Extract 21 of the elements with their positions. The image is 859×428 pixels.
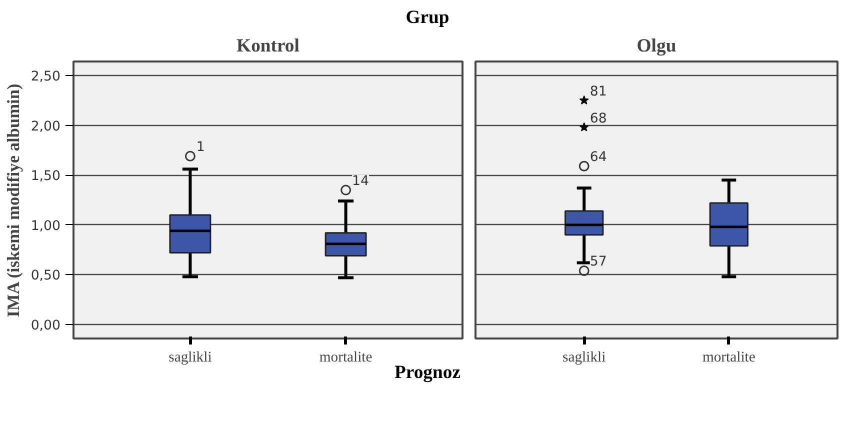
annotation: 81 xyxy=(590,84,607,100)
x-tick-label: saglikli xyxy=(168,350,212,366)
y-tick-label: 1,50 xyxy=(30,169,61,184)
y-tick-label: 0,00 xyxy=(30,318,61,334)
y-tick-label: 0,50 xyxy=(30,268,61,284)
annotation: 14 xyxy=(352,174,369,190)
chart-title: Olgu xyxy=(636,36,676,56)
y-axis-title: IMA (iskemi modifiye albumin) xyxy=(4,84,23,318)
x-tick-label: mortalite xyxy=(702,350,756,366)
annotation: 1 xyxy=(196,140,205,156)
chart-title: Kontrol xyxy=(236,36,300,56)
y-tick-label: 1,00 xyxy=(30,218,61,234)
x-tick-label: mortalite xyxy=(319,350,372,366)
y-tick-label: 2,50 xyxy=(30,69,61,84)
x-axis-title: Prognoz xyxy=(394,361,460,385)
x-tick-label: saglikli xyxy=(562,350,606,366)
y-tick-label: 2,00 xyxy=(30,119,61,134)
annotation: 64 xyxy=(590,150,607,166)
annotation: 57 xyxy=(590,254,607,270)
text: Grup xyxy=(406,6,450,30)
annotation: 68 xyxy=(590,111,607,126)
